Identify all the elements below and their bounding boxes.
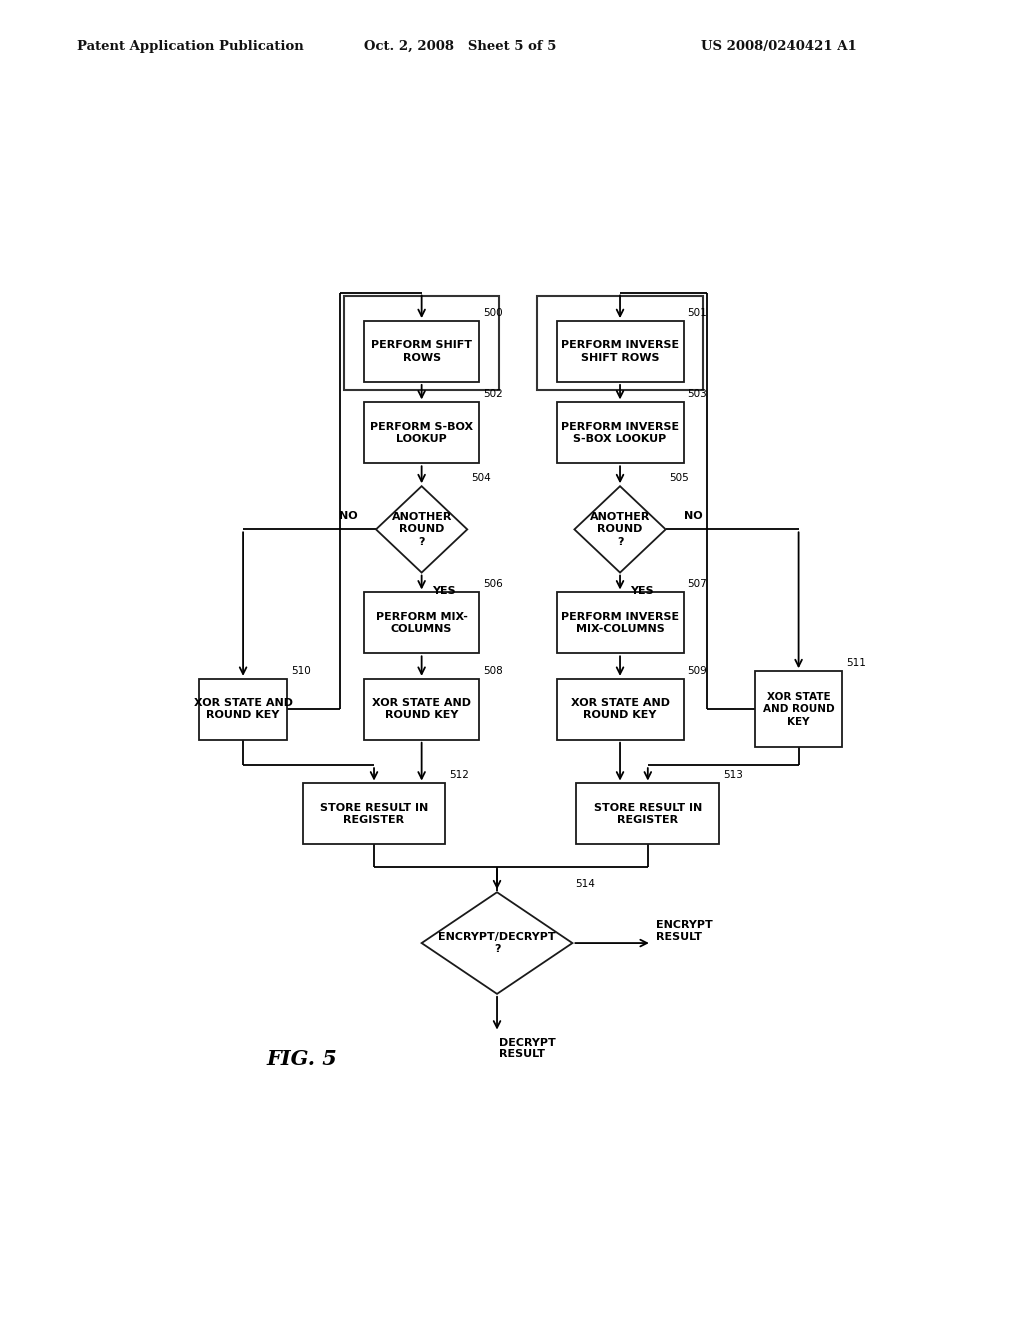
Text: PERFORM S-BOX
LOOKUP: PERFORM S-BOX LOOKUP xyxy=(370,421,473,444)
Text: 505: 505 xyxy=(670,473,689,483)
Text: PERFORM INVERSE
SHIFT ROWS: PERFORM INVERSE SHIFT ROWS xyxy=(561,341,679,363)
Text: US 2008/0240421 A1: US 2008/0240421 A1 xyxy=(701,40,857,53)
Text: ENCRYPT
RESULT: ENCRYPT RESULT xyxy=(655,920,713,941)
Text: 510: 510 xyxy=(291,665,310,676)
FancyBboxPatch shape xyxy=(200,678,287,739)
FancyBboxPatch shape xyxy=(557,321,684,381)
Text: 503: 503 xyxy=(687,389,708,399)
Text: 501: 501 xyxy=(687,308,708,318)
FancyBboxPatch shape xyxy=(365,593,479,653)
Text: PERFORM INVERSE
S-BOX LOOKUP: PERFORM INVERSE S-BOX LOOKUP xyxy=(561,421,679,444)
Polygon shape xyxy=(422,892,572,994)
Text: XOR STATE
AND ROUND
KEY: XOR STATE AND ROUND KEY xyxy=(763,692,835,727)
Text: PERFORM MIX-
COLUMNS: PERFORM MIX- COLUMNS xyxy=(376,611,468,634)
Text: PERFORM SHIFT
ROWS: PERFORM SHIFT ROWS xyxy=(371,341,472,363)
Text: 511: 511 xyxy=(846,659,866,668)
Text: ENCRYPT/DECRYPT
?: ENCRYPT/DECRYPT ? xyxy=(438,932,556,954)
Text: YES: YES xyxy=(432,586,456,595)
Text: NO: NO xyxy=(339,511,357,521)
Text: 502: 502 xyxy=(483,389,503,399)
Text: XOR STATE AND
ROUND KEY: XOR STATE AND ROUND KEY xyxy=(570,698,670,721)
FancyBboxPatch shape xyxy=(365,678,479,739)
FancyBboxPatch shape xyxy=(557,403,684,463)
Text: 504: 504 xyxy=(471,473,490,483)
Text: XOR STATE AND
ROUND KEY: XOR STATE AND ROUND KEY xyxy=(194,698,293,721)
Text: 509: 509 xyxy=(687,665,708,676)
Text: 507: 507 xyxy=(687,579,708,589)
Text: 500: 500 xyxy=(483,308,503,318)
FancyBboxPatch shape xyxy=(557,678,684,739)
Text: 506: 506 xyxy=(483,579,503,589)
Text: STORE RESULT IN
REGISTER: STORE RESULT IN REGISTER xyxy=(319,803,428,825)
Text: 508: 508 xyxy=(483,665,503,676)
Text: NO: NO xyxy=(684,511,702,521)
Text: Oct. 2, 2008   Sheet 5 of 5: Oct. 2, 2008 Sheet 5 of 5 xyxy=(364,40,556,53)
Text: FIG. 5: FIG. 5 xyxy=(267,1049,338,1069)
FancyBboxPatch shape xyxy=(303,784,445,845)
Text: XOR STATE AND
ROUND KEY: XOR STATE AND ROUND KEY xyxy=(372,698,471,721)
FancyBboxPatch shape xyxy=(755,671,842,747)
FancyBboxPatch shape xyxy=(365,321,479,381)
Polygon shape xyxy=(574,486,666,573)
Text: DECRYPT
RESULT: DECRYPT RESULT xyxy=(500,1038,556,1059)
Text: PERFORM INVERSE
MIX-COLUMNS: PERFORM INVERSE MIX-COLUMNS xyxy=(561,611,679,634)
Text: YES: YES xyxy=(631,586,654,595)
Text: STORE RESULT IN
REGISTER: STORE RESULT IN REGISTER xyxy=(594,803,701,825)
Text: 512: 512 xyxy=(450,771,469,780)
FancyBboxPatch shape xyxy=(557,593,684,653)
Text: ANOTHER
ROUND
?: ANOTHER ROUND ? xyxy=(391,512,452,546)
Text: ANOTHER
ROUND
?: ANOTHER ROUND ? xyxy=(590,512,650,546)
Text: 514: 514 xyxy=(574,879,595,890)
Text: Patent Application Publication: Patent Application Publication xyxy=(77,40,303,53)
FancyBboxPatch shape xyxy=(577,784,719,845)
FancyBboxPatch shape xyxy=(365,403,479,463)
Text: 513: 513 xyxy=(723,771,743,780)
Polygon shape xyxy=(376,486,467,573)
